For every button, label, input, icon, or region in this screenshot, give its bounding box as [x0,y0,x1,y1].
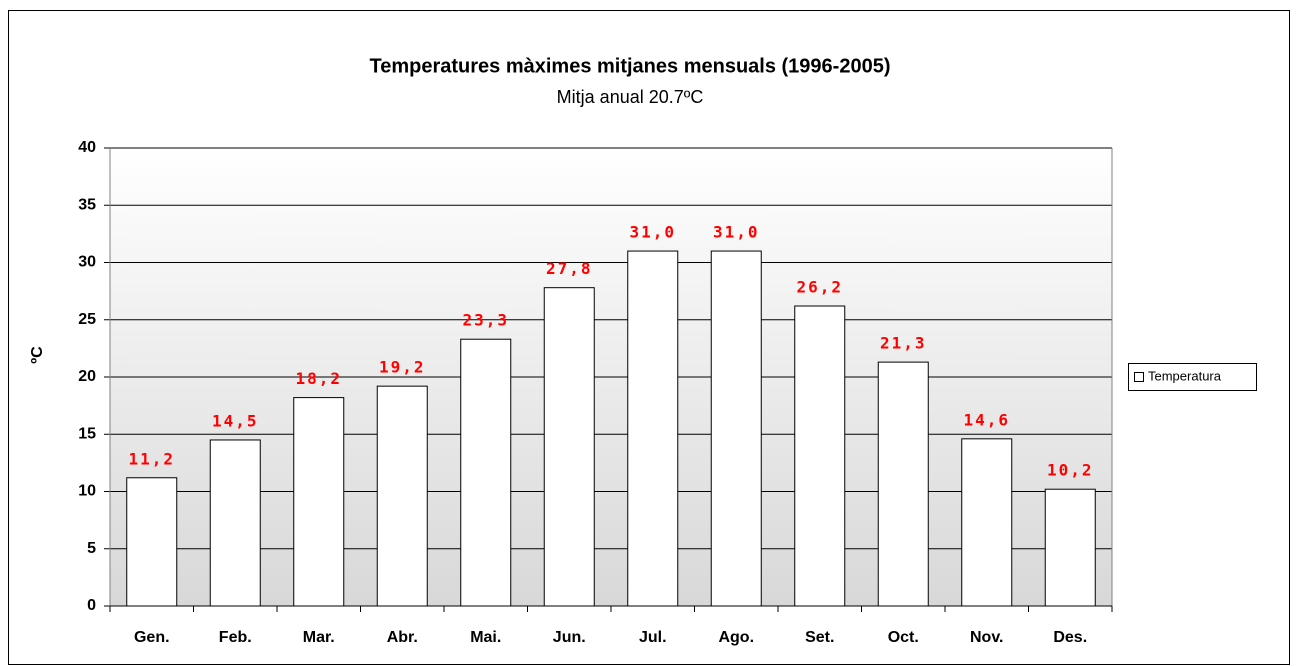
y-tick-label: 30 [78,254,96,271]
y-axis-label: ºC [29,346,46,364]
x-tick-label: Feb. [219,629,252,646]
legend-label: Temperatura [1148,368,1222,383]
x-tick-label: Jul. [639,629,667,646]
bar [627,250,679,607]
y-tick-label: 20 [78,368,96,385]
x-tick-label: Mai. [470,629,501,646]
x-tick-label: Mar. [303,629,335,646]
x-tick-label: Des. [1053,629,1087,646]
y-tick-label: 40 [78,139,96,156]
x-tick-label: Abr. [387,629,418,646]
value-label: 14,6 [963,410,1010,429]
value-label: 19,2 [379,358,426,377]
bar [794,305,846,607]
y-tick-label: 35 [78,196,96,213]
value-label: 31,0 [629,223,676,242]
x-tick-label: Oct. [888,629,919,646]
bar [460,338,512,607]
y-tick-label: 0 [87,597,96,614]
value-label: 26,2 [796,278,843,297]
y-tick-label: 5 [87,540,96,557]
bar [293,397,345,607]
value-label: 31,0 [713,223,760,242]
y-tick-label: 25 [78,311,96,328]
legend-box [1128,363,1257,391]
value-label: 27,8 [546,259,593,278]
chart-title: Temperatures màximes mitjanes mensuals (… [369,55,890,77]
bar [376,385,428,607]
x-tick-label: Jun. [553,629,586,646]
x-tick-label: Set. [805,629,834,646]
bar [126,477,178,607]
value-label: 14,5 [212,411,259,430]
bar [1044,488,1096,607]
x-tick-label: Gen. [134,629,170,646]
legend-swatch [1134,372,1144,382]
x-tick-label: Ago. [718,629,754,646]
bar [877,361,929,607]
chart-subtitle: Mitja anual 20.7ºC [557,87,704,107]
y-tick-label: 10 [78,483,96,500]
bar [543,287,595,607]
value-label: 18,2 [295,369,342,388]
value-label: 23,3 [462,311,509,330]
value-label: 10,2 [1047,461,1094,480]
y-tick-label: 15 [78,425,96,442]
bar [209,439,261,607]
value-label: 21,3 [880,334,927,353]
value-label: 11,2 [128,449,175,468]
x-tick-label: Nov. [970,629,1003,646]
bar [961,438,1013,607]
bar [710,250,762,607]
